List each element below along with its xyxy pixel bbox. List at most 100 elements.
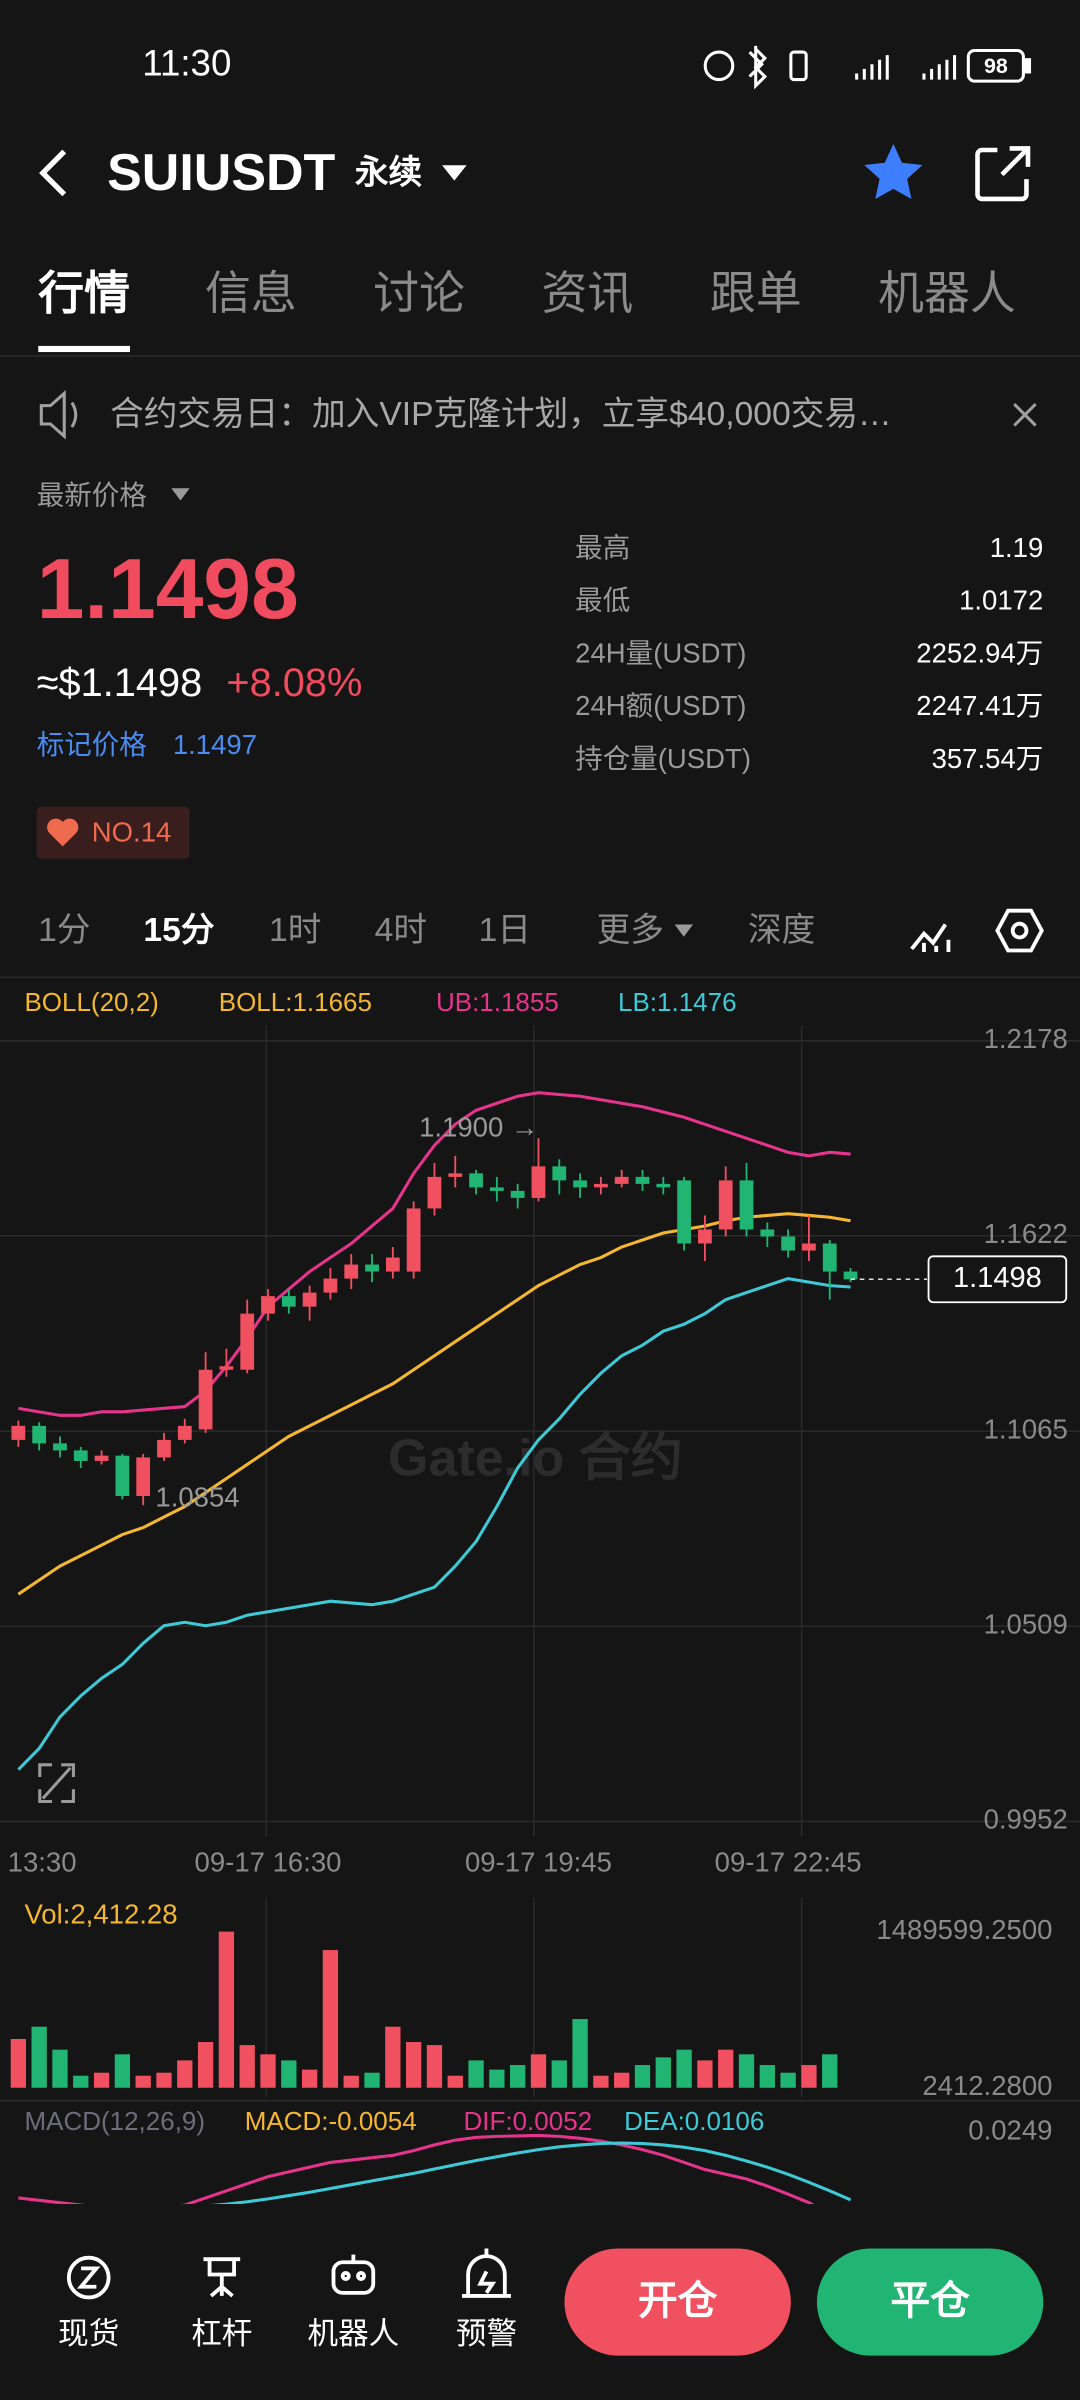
interval[interactable]: 更多 [597, 911, 664, 949]
more-arrow[interactable] [674, 924, 693, 937]
candle-body [573, 1180, 587, 1188]
price-label-arrow[interactable] [171, 488, 190, 501]
volume-bar [10, 2038, 27, 2088]
tab[interactable]: 讨论 [373, 267, 465, 319]
indicator-label: BOLL(20,2) [24, 987, 158, 1017]
y-tick-label: 1.2178 [984, 1023, 1068, 1054]
x-tick-label: 09-17 22:45 [715, 1847, 862, 1878]
watermark: Gate.io 合约 [388, 1429, 683, 1487]
interval[interactable]: 15分 [143, 911, 214, 949]
volume-tick-label: 1489599.2500 [876, 1914, 1052, 1945]
volume-bar [52, 2049, 68, 2088]
favorite-star[interactable] [864, 143, 923, 199]
candle-body [656, 1183, 671, 1188]
open-button[interactable] [564, 2248, 791, 2356]
interval[interactable]: 深度 [748, 911, 815, 949]
close-button-label[interactable]: 平仓 [890, 2279, 970, 2323]
share-button[interactable] [975, 146, 1031, 202]
macd-group [18, 2133, 852, 2205]
volume-bar [447, 2075, 463, 2088]
candle-body [281, 1296, 296, 1307]
interval[interactable]: 1日 [479, 912, 531, 949]
boll-line [17, 1212, 851, 1596]
volume-bar [156, 2072, 172, 2088]
macd-line [209, 2141, 852, 2205]
tab[interactable]: 跟单 [710, 267, 802, 319]
candle-body [240, 1313, 255, 1370]
candle-body [760, 1229, 775, 1237]
notice-text[interactable]: 合约交易日：加入VIP克隆计划，立享$40,000交易… [110, 395, 892, 433]
speaker-icon [39, 389, 78, 440]
candle-body [822, 1243, 837, 1272]
volume-bar [197, 2042, 214, 2088]
price-change: +8.08% [226, 661, 362, 705]
nav-label[interactable]: 预警 [456, 2317, 517, 2351]
indicator-button[interactable] [910, 923, 951, 953]
volume-bar [239, 2045, 255, 2088]
fullscreen-button[interactable] [38, 1763, 75, 1804]
candle-body [344, 1264, 359, 1279]
dropdown-arrow[interactable] [442, 165, 467, 181]
interval[interactable]: 1分 [38, 912, 90, 949]
x-tick-label: 09-17 19:45 [465, 1847, 612, 1878]
settings-button[interactable] [995, 908, 1044, 953]
volume-bar [260, 2054, 276, 2088]
close-notice[interactable] [1013, 402, 1037, 427]
candle-body [11, 1425, 26, 1440]
stat-label: 24H额(USDT) [575, 690, 746, 721]
candle-body [510, 1190, 525, 1198]
candle-body [552, 1166, 567, 1181]
tab[interactable]: 行情 [38, 267, 130, 319]
tab[interactable]: 资讯 [542, 267, 634, 319]
volume-bar [405, 2042, 422, 2088]
nav-label[interactable]: 现货 [58, 2317, 119, 2351]
volume-bar [738, 2054, 755, 2088]
y-tick-label: 1.0509 [984, 1608, 1068, 1639]
interval[interactable]: 4时 [375, 912, 427, 949]
candle-body [489, 1187, 504, 1191]
volume-bar [718, 2049, 734, 2088]
volume-bar [343, 2075, 359, 2088]
stat-value: 2247.41万 [916, 690, 1043, 721]
volume-bar [177, 2060, 193, 2088]
bottom-nav: 现货 杠杆 机器人 预警 [58, 2317, 517, 2351]
price-label[interactable]: 最新价格 [37, 480, 147, 511]
mark-price: 1.1497 [173, 729, 257, 760]
candle-body [718, 1180, 733, 1230]
nav-label[interactable]: 机器人 [307, 2317, 399, 2351]
status-icons [703, 45, 1032, 90]
divider [0, 976, 1080, 979]
contract-type[interactable]: 永续 [355, 153, 422, 191]
back-button[interactable] [39, 149, 67, 197]
candle-body [219, 1366, 234, 1370]
stat-label: 持仓量(USDT) [575, 743, 751, 774]
nav-label[interactable]: 杠杆 [191, 2317, 252, 2351]
volume-bar [385, 2026, 401, 2088]
stat-label: 最低 [575, 585, 630, 616]
candle-body [406, 1208, 421, 1272]
macd-label: MACD(12,26,9) [24, 2106, 205, 2136]
overlay-group [11, 1091, 858, 1771]
tab[interactable]: 信息 [205, 267, 297, 319]
rank-badge[interactable] [36, 806, 190, 859]
macd-label: DEA:0.0106 [624, 2106, 764, 2136]
candle-body [802, 1243, 816, 1251]
interval[interactable]: 1时 [269, 912, 321, 949]
volume-bar [281, 2060, 297, 2088]
volume-bar [93, 2072, 110, 2088]
candle-body [302, 1292, 317, 1307]
stat-label: 24H量(USDT) [575, 637, 746, 668]
stat-value: 1.19 [990, 532, 1044, 563]
open-button-label[interactable]: 开仓 [638, 2279, 718, 2323]
volume-bar [780, 2072, 796, 2088]
volume-bar [655, 2057, 671, 2088]
tab[interactable]: 机器人 [878, 267, 1016, 319]
symbol[interactable]: SUIUSDT [107, 144, 335, 202]
indicator-label: BOLL:1.1665 [219, 987, 372, 1017]
volume-bar [468, 2060, 484, 2088]
volume-bar [114, 2054, 131, 2088]
close-button[interactable] [816, 2248, 1044, 2356]
